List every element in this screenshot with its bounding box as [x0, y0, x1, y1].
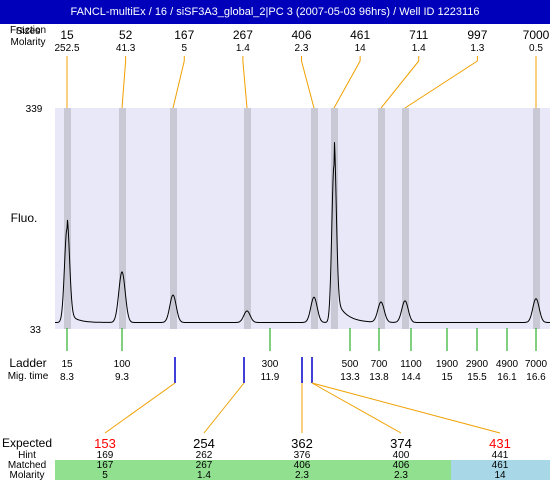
plot-area — [55, 108, 550, 329]
ladder-time-label: 16.1 — [497, 372, 517, 383]
ladder-size-label: 100 — [114, 359, 131, 370]
expected-leader-line — [203, 382, 245, 434]
peak-band — [244, 108, 251, 329]
peak-molarity-label: 5 — [181, 43, 187, 54]
expected-leader-line — [311, 382, 501, 434]
ladder-size-label: 15 — [61, 359, 73, 370]
peak-leader-line — [404, 60, 478, 109]
hint-value: 169 — [97, 450, 114, 461]
peak-band — [533, 108, 540, 329]
ladder-size-label: 1100 — [400, 359, 422, 370]
peak-molarity-label: 252.5 — [54, 43, 79, 54]
matched-value: 167 — [97, 460, 114, 471]
ladder-time-label: 15 — [441, 372, 453, 383]
peak-band — [119, 108, 126, 329]
y-min-label: 33 — [30, 325, 42, 336]
matched-molarity-value: 2.3 — [394, 470, 408, 480]
peak-leader-line — [121, 60, 127, 109]
peak-molarity-label: 41.3 — [116, 43, 136, 54]
fraction-header: Fraction — [10, 25, 46, 36]
peak-size-label: 167 — [174, 28, 194, 42]
y-axis-label: Fluo. — [11, 211, 38, 225]
expected-size-value: 153 — [94, 436, 116, 451]
peak-leader-line — [172, 60, 185, 109]
matched-value: 406 — [393, 460, 410, 471]
ladder-time-label: 11.9 — [261, 372, 280, 383]
mig-time-header: Mig. time — [8, 371, 49, 382]
hint-value: 262 — [196, 450, 213, 461]
peak-size-label: 997 — [467, 28, 487, 42]
peak-molarity-label: 1.4 — [412, 43, 426, 54]
matched-molarity-value: 2.3 — [295, 470, 309, 480]
expected-size-value: 374 — [390, 436, 412, 451]
matched-header: Matched — [8, 460, 46, 471]
peak-molarity-label: 0.5 — [529, 43, 543, 54]
matched-value: 461 — [492, 460, 509, 471]
hint-value: 441 — [492, 450, 509, 461]
ladder-time-label: 14.4 — [401, 372, 421, 383]
expected-size-value: 431 — [489, 436, 511, 451]
peak-size-label: 461 — [350, 28, 370, 42]
ladder-size-label: 700 — [371, 359, 388, 370]
peak-leader-line — [301, 60, 315, 109]
ladder-size-label: 300 — [262, 359, 279, 370]
peak-band — [64, 108, 71, 329]
ladder-time-label: 13.3 — [340, 372, 360, 383]
matched-value: 406 — [294, 460, 311, 471]
peak-molarity-label: 1.4 — [236, 43, 250, 54]
molarity-row-header: Molarity — [9, 470, 44, 480]
ladder-time-label: 16.6 — [526, 372, 546, 383]
peak-band — [170, 108, 177, 329]
fluorescence-trace — [55, 142, 550, 323]
window-title: FANCL-multiEx / 16 / siSF3A3_global_2|PC… — [0, 0, 550, 24]
hint-value: 376 — [294, 450, 311, 461]
peak-size-label: 711 — [409, 28, 428, 42]
sizes-header: Sizes — [16, 26, 40, 37]
peak-leader-line — [380, 60, 420, 109]
peak-size-label: 406 — [291, 28, 311, 42]
peak-leader-line — [242, 60, 248, 109]
hint-value: 400 — [393, 450, 410, 461]
matched-band-green — [55, 460, 451, 480]
peak-size-label: 7000 — [523, 28, 550, 42]
matched-molarity-value: 5 — [102, 470, 108, 480]
ladder-header: Ladder — [9, 356, 46, 370]
peak-band — [402, 108, 409, 329]
ladder-time-label: 13.8 — [369, 372, 389, 383]
ladder-time-label: 9.3 — [115, 372, 129, 383]
peak-molarity-label: 2.3 — [295, 43, 309, 54]
expected-size-value: 362 — [291, 436, 313, 451]
expected-size-value: 254 — [193, 436, 215, 451]
expected-header: Expected — [2, 436, 52, 450]
ladder-size-label: 2900 — [466, 359, 489, 370]
hint-header: Hint — [18, 450, 36, 461]
ladder-time-label: 15.5 — [467, 372, 487, 383]
ladder-size-label: 500 — [342, 359, 359, 370]
matched-band-blue — [451, 460, 550, 480]
y-max-label: 339 — [26, 104, 43, 115]
matched-value: 267 — [196, 460, 213, 471]
matched-molarity-value: 1.4 — [197, 470, 211, 480]
peak-molarity-label: 1.3 — [470, 43, 484, 54]
matched-molarity-value: 14 — [494, 470, 506, 480]
expected-leader-line — [311, 382, 402, 434]
peak-size-label: 267 — [233, 28, 253, 42]
peak-molarity-label: 14 — [355, 43, 367, 54]
peak-band — [378, 108, 385, 329]
peak-size-label: 52 — [119, 28, 133, 42]
ladder-size-label: 7000 — [525, 359, 548, 370]
peak-band — [311, 108, 318, 329]
peak-size-label: 15 — [60, 28, 74, 42]
molarity-header: Molarity — [10, 37, 45, 48]
peak-leader-line — [333, 60, 361, 109]
expected-leader-line — [104, 382, 176, 434]
ladder-size-label: 4900 — [496, 359, 519, 370]
ladder-time-label: 8.3 — [60, 372, 74, 383]
peak-band — [331, 108, 338, 329]
ladder-size-label: 1900 — [436, 359, 459, 370]
